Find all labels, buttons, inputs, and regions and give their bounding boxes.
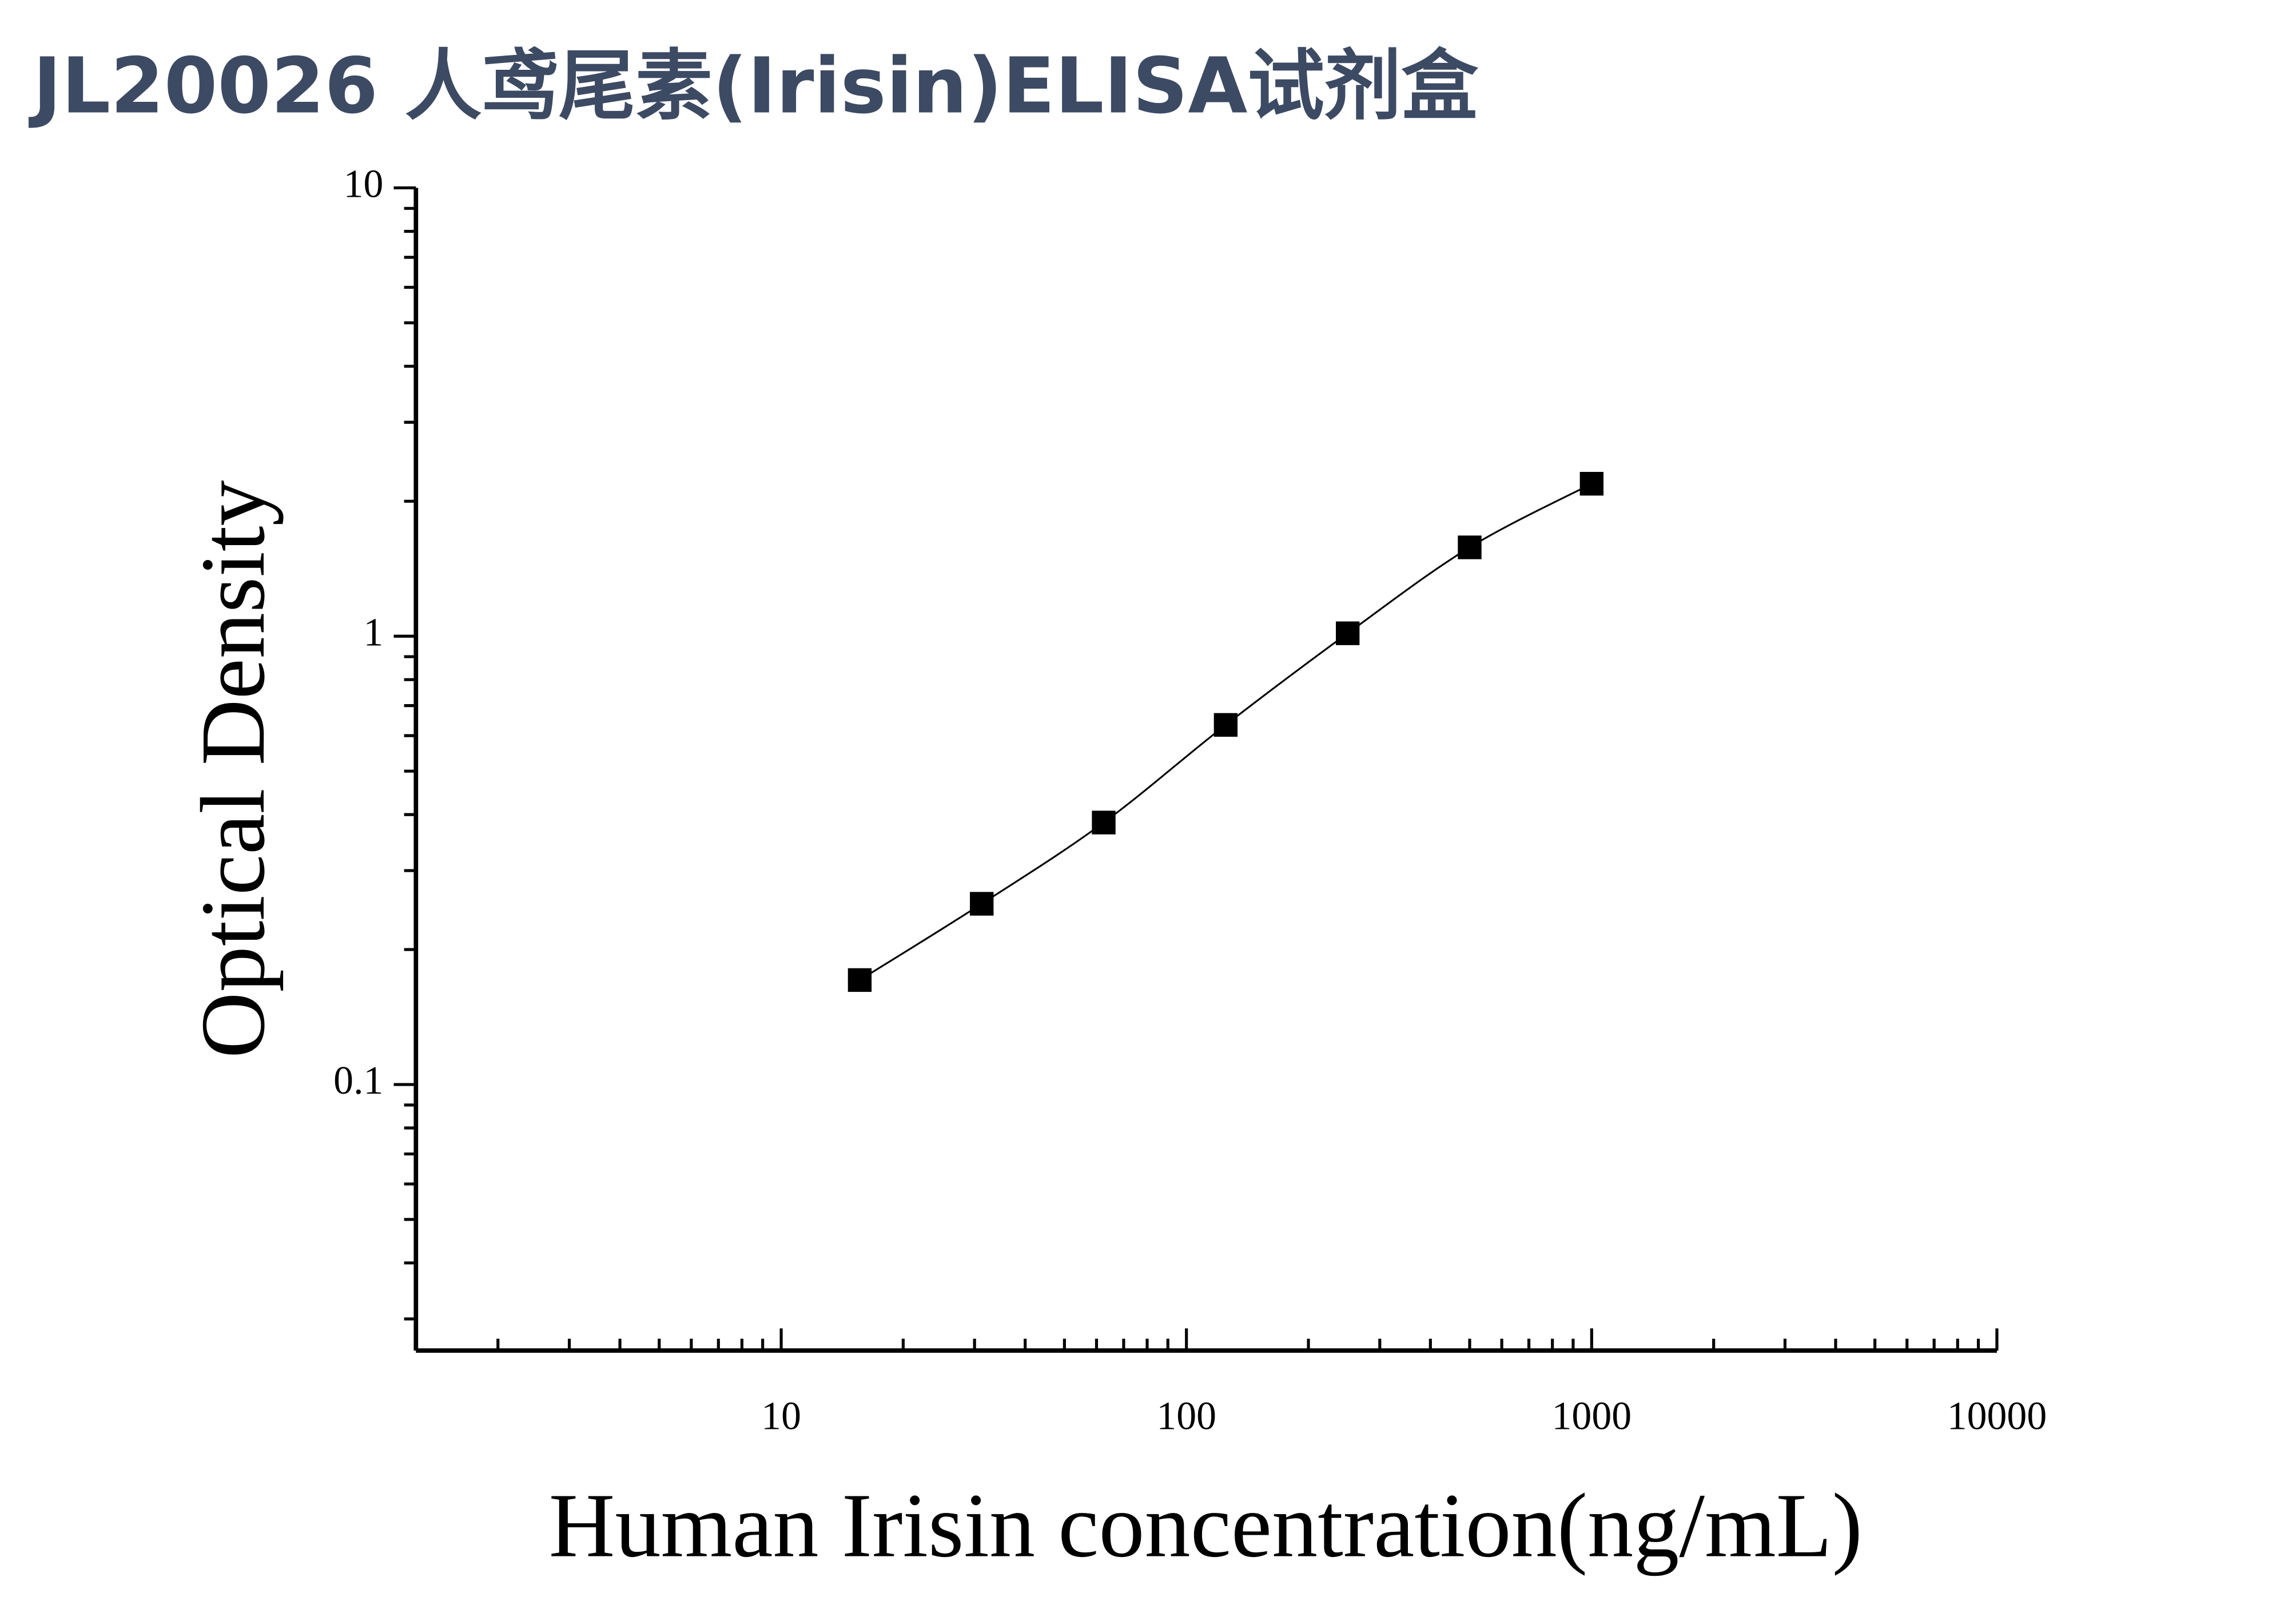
x-tick-label: 10000: [1947, 1395, 2047, 1439]
chart-title: JL20026 人鸢尾素(Irisin)ELISA试剂盒: [29, 41, 1479, 131]
data-point: [847, 968, 872, 992]
y-axis-title: Optical Density: [182, 480, 284, 1058]
y-tick-label: 10: [344, 162, 384, 206]
data-point: [1579, 472, 1604, 496]
x-tick-label: 10: [761, 1395, 801, 1439]
x-tick-label: 1000: [1552, 1395, 1632, 1439]
y-tick-label: 1: [364, 610, 384, 654]
data-point: [1336, 621, 1360, 645]
x-tick-label: 100: [1156, 1395, 1216, 1439]
data-point: [1213, 713, 1238, 737]
data-point: [1092, 811, 1116, 835]
x-axis-title: Human Irisin concentration(ng/mL): [549, 1475, 1863, 1576]
data-point: [1458, 535, 1482, 559]
data-point: [970, 892, 994, 916]
y-tick-label: 0.1: [333, 1059, 383, 1103]
